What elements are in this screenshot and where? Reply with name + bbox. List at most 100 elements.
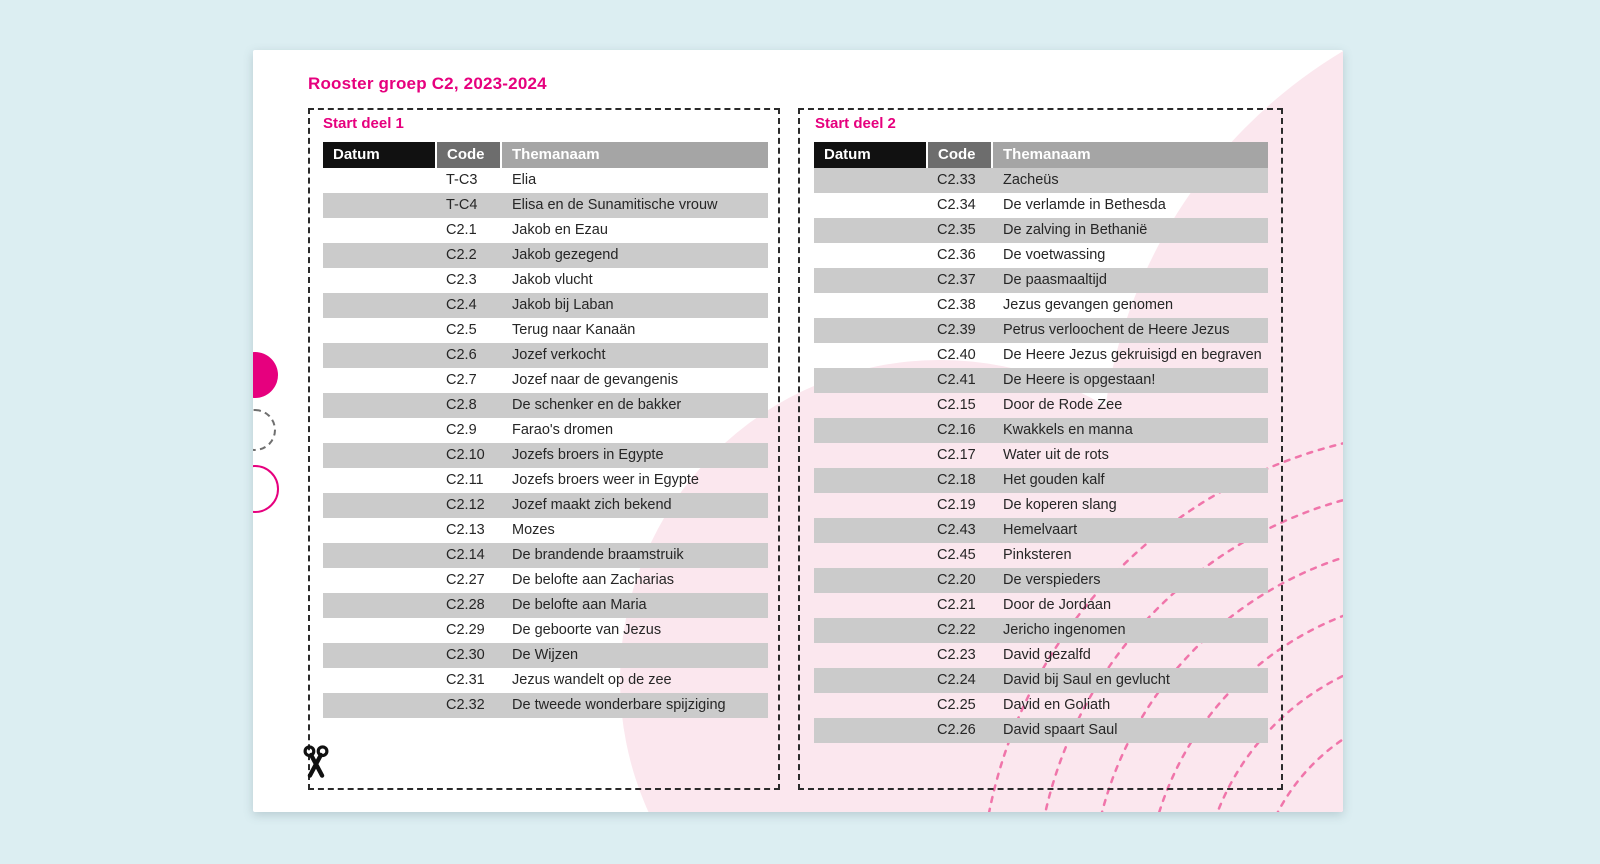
code-cell: C2.35 [937,222,976,238]
datum-cell [323,443,437,468]
datum-cell [323,218,437,243]
datum-cell [814,668,928,693]
code-cell: C2.6 [446,347,477,363]
code-cell: C2.1 [446,222,477,238]
datum-cell [814,693,928,718]
table-row: C2.28 De belofte aan Maria [323,593,768,618]
code-cell: C2.20 [937,572,976,588]
theme-cell: Mozes [512,522,555,538]
theme-cell: De geboorte van Jezus [512,622,662,638]
datum-cell [814,293,928,318]
datum-cell [814,593,928,618]
theme-cell: Het gouden kalf [1003,472,1105,488]
datum-cell [814,393,928,418]
table-row: C2.1 Jakob en Ezau [323,218,768,243]
theme-cell: De paasmaaltijd [1003,272,1107,288]
code-cell: C2.5 [446,322,477,338]
table-row: C2.29 De geboorte van Jezus [323,618,768,643]
code-cell: C2.31 [446,672,485,688]
code-cell: C2.29 [446,622,485,638]
table-row: C2.4 Jakob bij Laban [323,293,768,318]
schedule-page: Rooster groep C2, 2023-2024 Start deel 1… [253,50,1343,812]
code-cell: C2.19 [937,497,976,513]
theme-cell: Jozef verkocht [512,347,606,363]
table-row: C2.16 Kwakkels en manna [814,418,1268,443]
theme-cell: Zacheüs [1003,172,1059,188]
table-row: C2.15 Door de Rode Zee [814,393,1268,418]
table-row: C2.23 David gezalfd [814,643,1268,668]
code-cell: C2.2 [446,247,477,263]
datum-cell [323,468,437,493]
code-cell: C2.26 [937,722,976,738]
theme-cell: Water uit de rots [1003,447,1109,463]
datum-cell [814,218,928,243]
code-cell: C2.41 [937,372,976,388]
datum-cell [814,568,928,593]
datum-cell [323,568,437,593]
code-cell: C2.8 [446,397,477,413]
theme-cell: De brandende braamstruik [512,547,684,563]
table-row: C2.26 David spaart Saul [814,718,1268,743]
code-cell: C2.22 [937,622,976,638]
datum-cell [323,593,437,618]
code-cell: C2.14 [446,547,485,563]
table-row: T-C3 Elia [323,168,768,193]
code-cell: C2.45 [937,547,976,563]
datum-cell [814,243,928,268]
table-row: C2.20 De verspieders [814,568,1268,593]
theme-cell: Terug naar Kanaän [512,322,636,338]
cutout-frame-deel-2 [798,108,1283,790]
theme-cell: Jericho ingenomen [1003,622,1126,638]
code-cell: C2.9 [446,422,477,438]
column-header-themanaam: Themanaam [993,142,1268,168]
theme-cell: Kwakkels en manna [1003,422,1133,438]
theme-cell: Jakob vlucht [512,272,593,288]
table-row: C2.12 Jozef maakt zich bekend [323,493,768,518]
table-row: C2.3 Jakob vlucht [323,268,768,293]
table-row: C2.13 Mozes [323,518,768,543]
theme-cell: De tweede wonderbare spijziging [512,697,726,713]
schedule-table-deel-1: Datum Code Themanaam T-C3 Elia T-C4 Elisa e… [323,142,768,718]
table-row: C2.34 De verlamde in Bethesda [814,193,1268,218]
datum-cell [814,368,928,393]
table-row: C2.10 Jozefs broers in Egypte [323,443,768,468]
theme-cell: De belofte aan Zacharias [512,572,675,588]
code-cell: T-C4 [446,197,478,213]
table-row: C2.39 Petrus verloochent de Heere Jezus [814,318,1268,343]
theme-cell: Jozefs broers in Egypte [512,447,664,463]
code-cell: C2.34 [937,197,976,213]
code-cell: C2.4 [446,297,477,313]
datum-cell [323,418,437,443]
datum-cell [323,518,437,543]
section-label-deel-2: Start deel 2 [815,115,896,132]
code-cell: C2.28 [446,597,485,613]
datum-cell [814,193,928,218]
code-cell: C2.32 [446,697,485,713]
table-row: C2.27 De belofte aan Zacharias [323,568,768,593]
code-cell: C2.11 [446,472,484,488]
theme-cell: David spaart Saul [1003,722,1118,738]
table-row: C2.8 De schenker en de bakker [323,393,768,418]
table-row: C2.31 Jezus wandelt op de zee [323,668,768,693]
column-header-code: Code [437,142,502,168]
datum-cell [323,693,437,718]
theme-cell: De verlamde in Bethesda [1003,197,1166,213]
table-body: C2.33 Zacheüs C2.34 De verlamde in Bethesda… [814,168,1268,743]
theme-cell: De schenker en de bakker [512,397,682,413]
code-cell: C2.30 [446,647,485,663]
column-header-datum: Datum [814,142,928,168]
table-row: C2.43 Hemelvaart [814,518,1268,543]
table-row: C2.5 Terug naar Kanaän [323,318,768,343]
code-cell: C2.13 [446,522,485,538]
schedule-table-deel-2: Datum Code Themanaam C2.33 Zacheüs C2.34 De… [814,142,1268,743]
code-cell: C2.7 [446,372,477,388]
datum-cell [814,343,928,368]
code-cell: C2.10 [446,447,485,463]
theme-cell: David en Goliath [1003,697,1111,713]
theme-cell: De belofte aan Maria [512,597,647,613]
table-row: C2.32 De tweede wonderbare spijziging [323,693,768,718]
scissors-icon [303,745,329,778]
datum-cell [814,443,928,468]
table-body: T-C3 Elia T-C4 Elisa en de Sunamitische vro… [323,168,768,718]
datum-cell [814,318,928,343]
